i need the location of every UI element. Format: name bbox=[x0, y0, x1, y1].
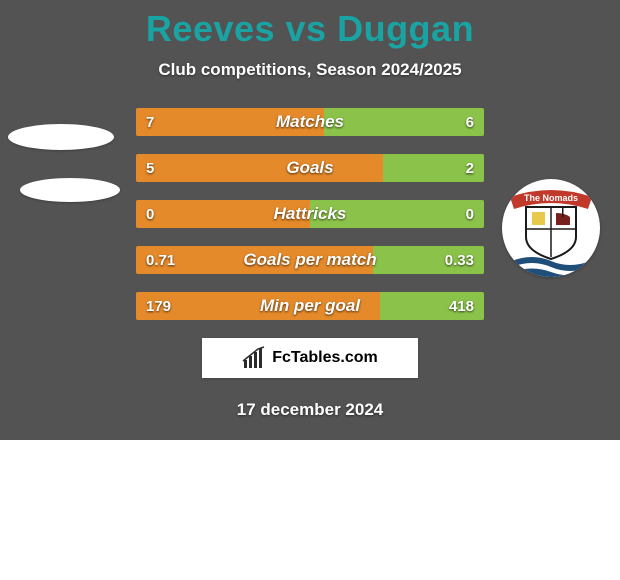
stat-bar-right bbox=[380, 292, 484, 320]
stat-bar-right bbox=[324, 108, 484, 136]
badge-svg: The Nomads bbox=[502, 179, 600, 277]
stat-bar-right bbox=[383, 154, 484, 182]
stat-bar-left bbox=[136, 200, 310, 228]
chart-icon bbox=[242, 346, 266, 370]
stat-row: 76Matches bbox=[136, 108, 484, 136]
stat-row: 00Hattricks bbox=[136, 200, 484, 228]
date-text: 17 december 2024 bbox=[0, 400, 620, 420]
left-logo-placeholder-1 bbox=[8, 124, 114, 150]
stat-row: 179418Min per goal bbox=[136, 292, 484, 320]
badge-mast bbox=[562, 207, 564, 217]
left-logo-placeholder-2 bbox=[20, 178, 120, 202]
stat-bar-right bbox=[310, 200, 484, 228]
subtitle: Club competitions, Season 2024/2025 bbox=[0, 60, 620, 80]
comparison-card: Reeves vs Duggan Club competitions, Seas… bbox=[0, 0, 620, 440]
stat-bar-left bbox=[136, 292, 380, 320]
stat-row: 52Goals bbox=[136, 154, 484, 182]
stat-bar-left bbox=[136, 154, 383, 182]
fctables-attribution[interactable]: FcTables.com bbox=[202, 338, 418, 378]
right-club-badge: The Nomads bbox=[502, 179, 600, 277]
badge-ribbon-text: The Nomads bbox=[524, 193, 578, 203]
page-title: Reeves vs Duggan bbox=[0, 0, 620, 50]
stat-bar-left bbox=[136, 108, 324, 136]
fctables-text: FcTables.com bbox=[272, 349, 378, 367]
badge-q1 bbox=[532, 212, 545, 225]
stat-bar-left bbox=[136, 246, 373, 274]
stat-bars: 76Matches 52Goals 00Hattricks 0.710.33Goals… bbox=[136, 108, 484, 320]
stat-row: 0.710.33Goals per match bbox=[136, 246, 484, 274]
stat-bar-right bbox=[373, 246, 484, 274]
